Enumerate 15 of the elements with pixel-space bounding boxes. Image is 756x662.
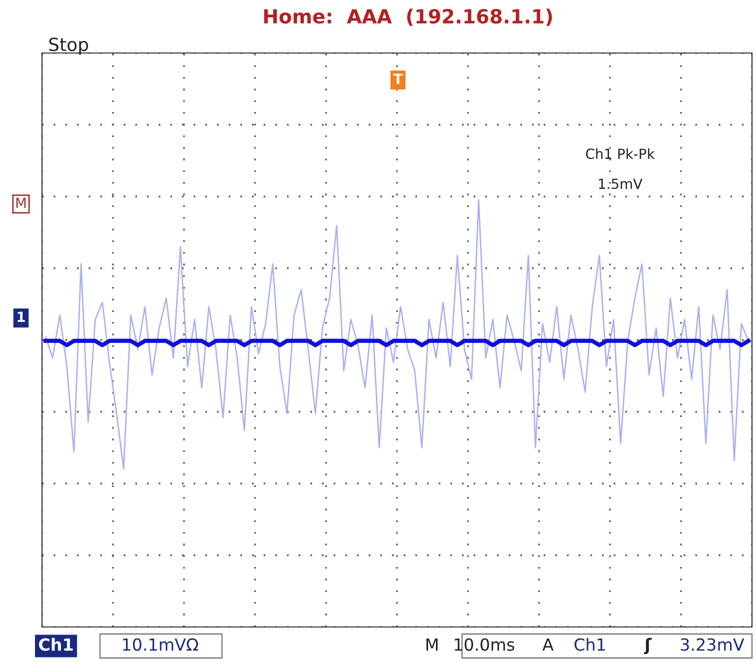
text: 1.5mV (598, 178, 642, 190)
text: 3.23mV (680, 638, 744, 651)
text: M (16, 198, 26, 208)
text: 10.0ms (454, 638, 514, 651)
text: A (542, 638, 554, 651)
text: M (426, 638, 438, 651)
text: 10.1mVΩ (123, 638, 198, 651)
text: 1 (18, 312, 25, 322)
text: T (393, 74, 403, 84)
text: Ch1 (574, 638, 605, 651)
text: Stop (49, 38, 88, 55)
text: Ch1 (38, 638, 73, 651)
text: ʃ (644, 638, 652, 654)
text: Ch1 Pk-Pk (586, 148, 655, 160)
text: Home: AAA (192.168.1.1) (264, 8, 552, 26)
